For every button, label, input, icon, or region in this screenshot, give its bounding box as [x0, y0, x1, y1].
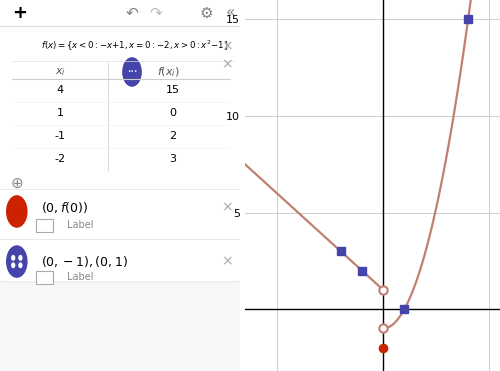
Text: ↷: ↷ [150, 6, 162, 20]
Text: -1: -1 [54, 131, 66, 141]
FancyBboxPatch shape [0, 0, 302, 282]
Text: ∼: ∼ [12, 40, 22, 53]
Circle shape [123, 58, 141, 86]
Text: 3: 3 [170, 154, 176, 164]
Text: 0: 0 [170, 108, 176, 118]
Text: ∙∙∙: ∙∙∙ [127, 69, 137, 75]
Text: ×: × [221, 201, 233, 215]
Circle shape [6, 30, 28, 63]
Text: «: « [226, 6, 235, 20]
Text: ↶: ↶ [126, 6, 138, 20]
Text: +: + [12, 4, 26, 22]
Circle shape [19, 263, 22, 267]
Circle shape [6, 246, 27, 277]
Circle shape [19, 256, 22, 260]
Text: 1: 1 [56, 108, 64, 118]
Text: $f(x) = \{x{<}0{:}{-}x{+}1,x{=}0{:}{-}2,x{>}0{:}x^2{-}1\}$: $f(x) = \{x{<}0{:}{-}x{+}1,x{=}0{:}{-}2,… [41, 39, 230, 53]
FancyBboxPatch shape [0, 0, 312, 371]
Text: $(0,-1),(0,1)$: $(0,-1),(0,1)$ [41, 254, 128, 269]
Circle shape [12, 256, 14, 260]
Text: $(0,f(0))$: $(0,f(0))$ [41, 200, 88, 215]
Text: 15: 15 [166, 85, 180, 95]
Text: ×: × [221, 255, 233, 269]
Text: $f(x_i)$: $f(x_i)$ [156, 66, 180, 79]
Text: ⊕: ⊕ [10, 176, 23, 191]
Text: 2: 2 [169, 131, 176, 141]
Circle shape [6, 196, 27, 227]
FancyBboxPatch shape [36, 219, 53, 232]
Text: -2: -2 [54, 154, 66, 164]
FancyBboxPatch shape [36, 271, 53, 284]
Text: ×: × [221, 58, 233, 72]
Text: 4: 4 [56, 85, 64, 95]
Text: ×: × [221, 39, 233, 53]
Text: ⚙: ⚙ [200, 6, 213, 20]
Text: $x_i$: $x_i$ [54, 66, 66, 78]
Text: Label: Label [67, 220, 94, 230]
Circle shape [12, 263, 14, 267]
Text: Label: Label [67, 272, 94, 282]
